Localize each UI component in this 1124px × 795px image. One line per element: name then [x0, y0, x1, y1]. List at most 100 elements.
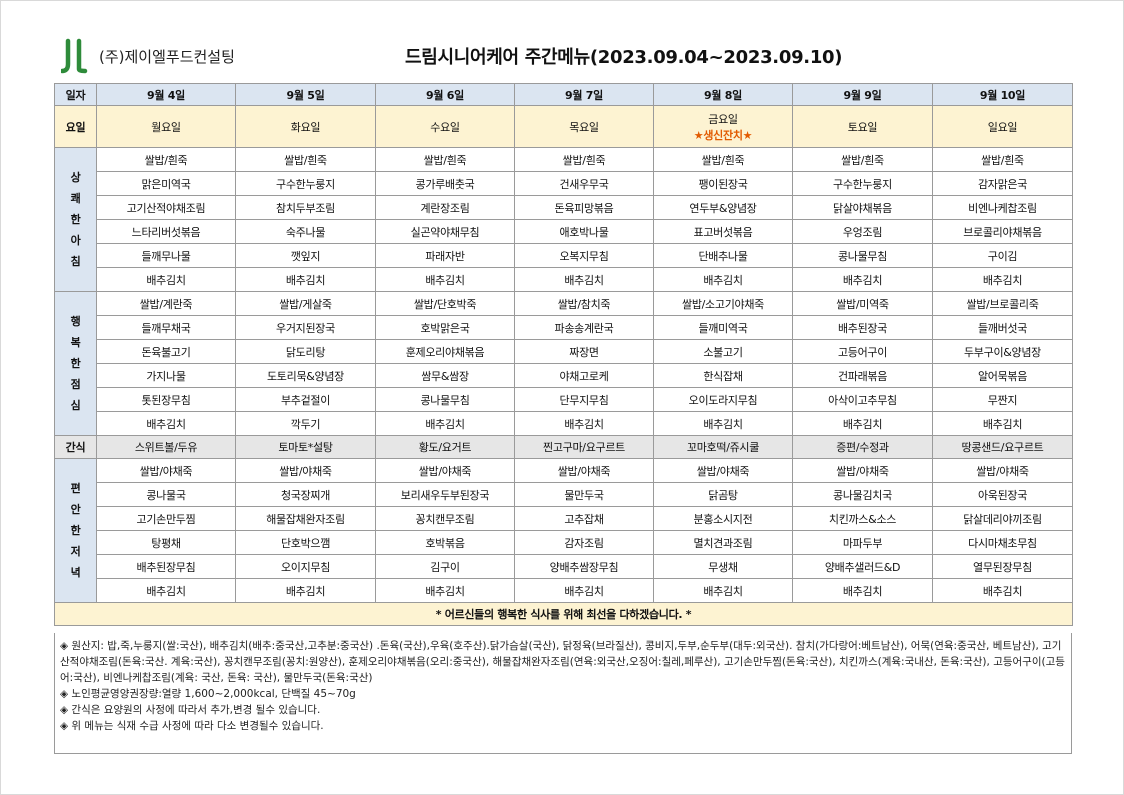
meal-label-char: 한 [70, 213, 81, 226]
meal-label-char: 한 [70, 357, 81, 370]
menu-row: 고기산적야채조림 참치두부조림 계란장조림 돈육피망볶음 연두부&양념장 닭살야채볶음 비엔… [55, 195, 1073, 220]
menu-item: 양배추샐러드&D [792, 554, 933, 579]
menu-item: 배추김치 [375, 578, 515, 603]
menu-item: 닭살야채볶음 [792, 195, 933, 220]
date-cell: 9월 4일 [96, 83, 236, 106]
day-label: 금요일 [708, 112, 738, 126]
meal-label-char: 상 [70, 171, 81, 184]
menu-item: 탕평채 [96, 530, 236, 555]
menu-row: 배추된장무침 오이지무침 김구이 양배추쌈장무침 무생채 양배추샐러드&D 열무된장무침 [55, 554, 1073, 579]
date-row: 일자 9월 4일 9월 5일 9월 6일 9월 7일 9월 8일 9월 9일 9월 10일 [54, 83, 1073, 106]
day-cell: 금요일 ★생신잔치★ [653, 105, 793, 148]
menu-item: 쌀밥/계란죽 [96, 291, 236, 316]
meal-label-char: 행 [70, 315, 81, 328]
menu-row: 돈육불고기 닭도리탕 훈제오리야채볶음 짜장면 소불고기 고등어구이 두부구이&양념장 [55, 339, 1073, 364]
menu-item: 애호박나물 [514, 219, 654, 244]
snack-item: 스위트볼/두유 [96, 435, 236, 459]
day-cell: 화요일 [235, 105, 376, 148]
menu-item: 오이지무침 [235, 554, 376, 579]
menu-row: 상 쾌 한 아 침 쌀밥/흰죽 쌀밥/흰죽 쌀밥/흰죽 쌀밥/흰죽 쌀밥/흰죽 쌀밥/흰죽 쌀밥/흰죽 [54, 147, 1073, 292]
footer-note: * 어르신들의 행복한 식사를 위해 최선을 다하겠습니다. * [54, 602, 1073, 626]
menu-item: 가지나물 [96, 363, 236, 388]
meal-label-char: 안 [70, 503, 81, 516]
menu-item: 파송송계란국 [514, 315, 654, 340]
menu-item: 들깨버섯국 [932, 315, 1073, 340]
menu-item: 야채고로케 [514, 363, 654, 388]
menu-item: 두부구이&양념장 [932, 339, 1073, 364]
menu-item: 배추김치 [932, 411, 1073, 436]
menu-row: 느타리버섯볶음 숙주나물 실곤약야채무침 애호박나물 표고버섯볶음 우엉조림 브로콜리야채볶… [55, 219, 1073, 244]
menu-item: 배추김치 [932, 578, 1073, 603]
menu-item: 계란장조림 [375, 195, 515, 220]
menu-item: 연두부&양념장 [653, 195, 793, 220]
meal-label-char: 한 [70, 524, 81, 537]
menu-item: 쌀밥/야채죽 [932, 458, 1073, 483]
snack-row-label: 간식 [54, 435, 97, 459]
meal-label-char: 복 [70, 336, 81, 349]
day-label: 일요일 [987, 120, 1018, 134]
menu-item: 구수한누룽지 [792, 171, 933, 196]
menu-item: 배추김치 [932, 267, 1073, 292]
menu-item: 닭도리탕 [235, 339, 376, 364]
menu-item: 짜장면 [514, 339, 654, 364]
menu-item: 마파두부 [792, 530, 933, 555]
meal-label-char: 아 [70, 234, 81, 247]
menu-item: 파래자반 [375, 243, 515, 268]
nutrition-info: ◈ 노인평균영양권장량:열량 1,600~2,000kcal, 단백질 45~7… [60, 688, 356, 700]
menu-item: 배추김치 [653, 267, 793, 292]
menu-item: 배추김치 [235, 578, 376, 603]
menu-item: 쌀밥/게살죽 [235, 291, 376, 316]
menu-item: 고기손만두찜 [96, 506, 236, 531]
menu-item: 쌀밥/야채죽 [653, 458, 793, 483]
day-cell: 월요일 [96, 105, 236, 148]
date-cell: 9월 10일 [932, 83, 1073, 106]
menu-item: 쌀밥/야채죽 [792, 458, 933, 483]
menu-item: 돈육불고기 [96, 339, 236, 364]
menu-item: 오복지무침 [514, 243, 654, 268]
menu-item: 단호박으깸 [235, 530, 376, 555]
menu-item: 톳된장무침 [96, 387, 236, 412]
menu-item: 콩나물무침 [375, 387, 515, 412]
menu-item: 콩나물무침 [792, 243, 933, 268]
menu-item: 팽이된장국 [653, 171, 793, 196]
day-label: 목요일 [569, 120, 599, 134]
menu-item: 쌀밥/브로콜리죽 [932, 291, 1073, 316]
day-cell: 수요일 [375, 105, 515, 148]
menu-item: 돈육피망볶음 [514, 195, 654, 220]
menu-item: 쌀밥/흰죽 [375, 147, 515, 172]
menu-item: 건새우무국 [514, 171, 654, 196]
date-cell: 9월 7일 [514, 83, 654, 106]
menu-item: 배추김치 [514, 267, 654, 292]
footer-note-row: * 어르신들의 행복한 식사를 위해 최선을 다하겠습니다. * [54, 602, 1073, 626]
meal-label-char: 점 [70, 378, 81, 391]
menu-item: 비엔나케찹조림 [932, 195, 1073, 220]
menu-item: 호박맑은국 [375, 315, 515, 340]
menu-item: 쌀밥/흰죽 [514, 147, 654, 172]
snack-item: 꼬마호떡/쥬시쿨 [653, 435, 793, 459]
menu-item: 아삭이고추무침 [792, 387, 933, 412]
menu-item: 쌀밥/소고기야채죽 [653, 291, 793, 316]
snack-row: 간식 스위트볼/두유 토마토*설탕 황도/요거트 찐고구마/요구르트 꼬마호떡/쥬시쿨 증편… [54, 435, 1073, 459]
menu-item: 우거지된장국 [235, 315, 376, 340]
day-label: 월요일 [151, 120, 181, 134]
snack-item: 찐고구마/요구르트 [514, 435, 654, 459]
menu-item: 깻잎지 [235, 243, 376, 268]
menu-row: 행 복 한 점 심 쌀밥/계란죽 쌀밥/게살죽 쌀밥/단호박죽 쌀밥/참치죽 쌀밥/소고기야채죽 쌀… [54, 291, 1073, 436]
menu-item: 청국장찌개 [235, 482, 376, 507]
page-title: 드림시니어케어 주간메뉴(2023.09.04~2023.09.10) [405, 47, 843, 68]
menu-row: 들깨무나물 깻잎지 파래자반 오복지무침 단배추나물 콩나물무침 구이김 [55, 243, 1073, 268]
day-cell: 토요일 [792, 105, 933, 148]
menu-item: 들깨무나물 [96, 243, 236, 268]
menu-item: 건파래볶음 [792, 363, 933, 388]
menu-item: 무짠지 [932, 387, 1073, 412]
company-name: (주)제이엘푸드컨설팅 [99, 48, 235, 66]
menu-item: 참치두부조림 [235, 195, 376, 220]
day-row: 요일 월요일 화요일 수요일 목요일 금요일 ★생신잔치★ 토요일 일요일 [54, 105, 1073, 148]
menu-item: 쌀밥/야채죽 [96, 458, 236, 483]
menu-item: 우엉조림 [792, 219, 933, 244]
menu-item: 실곤약야채무침 [375, 219, 515, 244]
menu-row: 탕평채 단호박으깸 호박볶음 감자조림 멸치견과조림 마파두부 다시마채초무침 [55, 530, 1073, 555]
menu-item: 숙주나물 [235, 219, 376, 244]
